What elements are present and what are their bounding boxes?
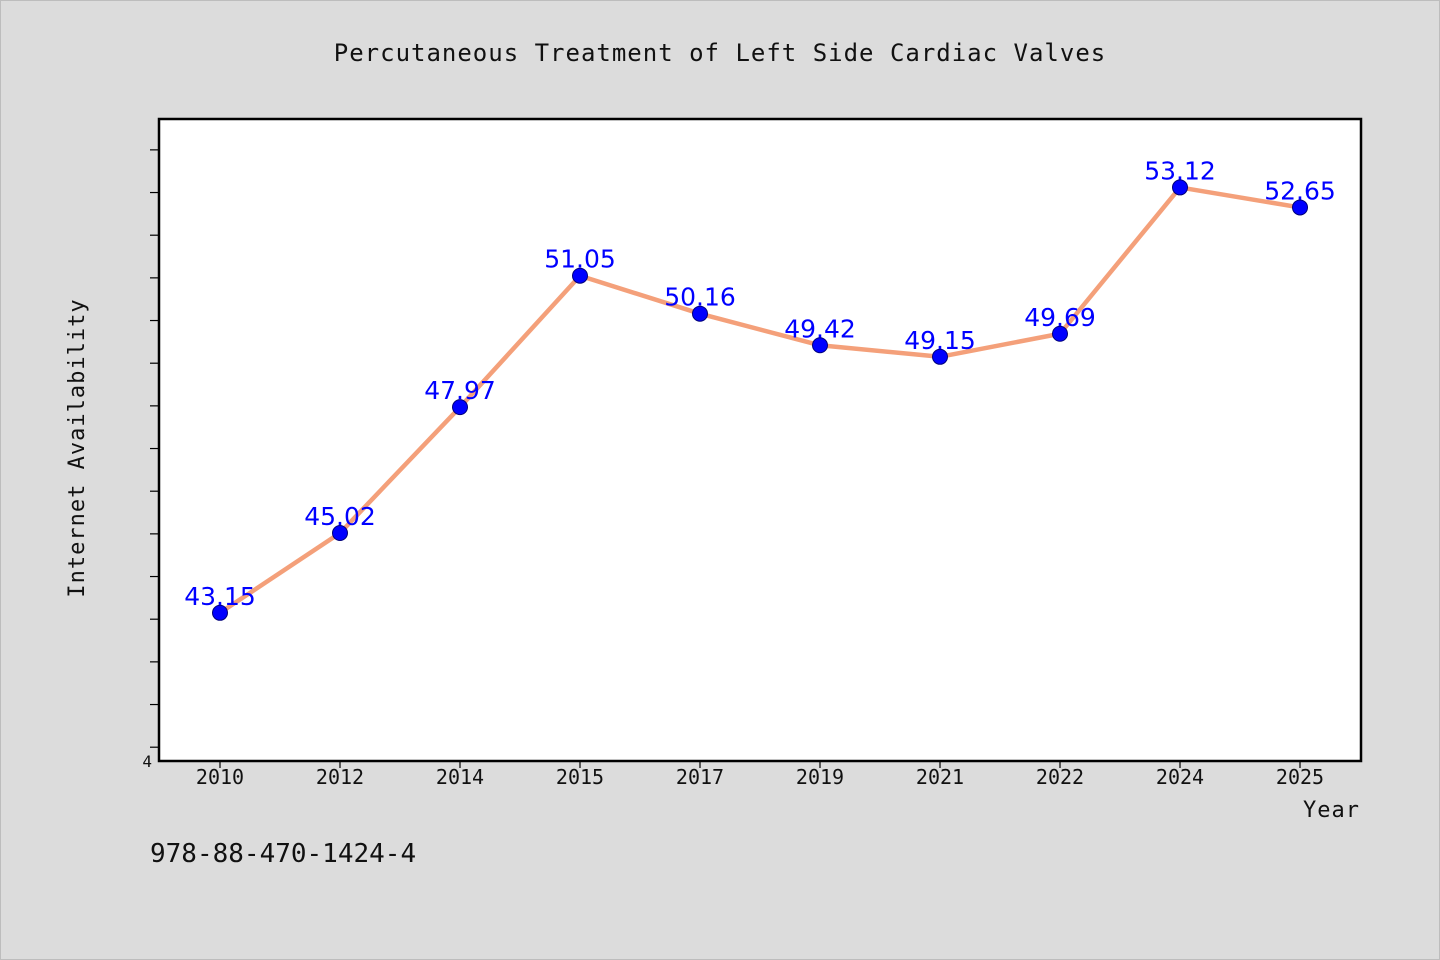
x-tick-label: 2012 [316, 765, 364, 789]
data-point [1172, 179, 1188, 196]
data-point [1052, 325, 1068, 342]
x-tick-label: 2022 [1036, 765, 1084, 789]
data-point [932, 348, 948, 365]
chart-title: Percutaneous Treatment of Left Side Card… [334, 39, 1106, 67]
y-axis-ticks: 4 [142, 149, 160, 771]
data-point [572, 267, 588, 284]
data-label: 45.02 [304, 502, 376, 531]
data-label: 49.69 [1024, 303, 1096, 332]
data-point [452, 399, 468, 416]
x-tick-label: 2014 [436, 765, 484, 789]
data-point [812, 337, 828, 354]
x-tick-label: 2015 [556, 765, 604, 789]
data-point [1292, 199, 1308, 216]
data-label: 49.15 [904, 326, 976, 355]
data-label: 43.15 [184, 582, 256, 611]
data-labels: 43.15 45.02 47.97 51.05 50.16 49.42 49.15 49.69… [184, 156, 1336, 610]
data-label: 50.16 [664, 283, 736, 312]
data-label: 49.42 [784, 314, 856, 343]
data-label: 51.05 [544, 245, 616, 274]
data-label: 47.97 [424, 376, 496, 405]
x-tick-label: 2017 [676, 765, 724, 789]
y-axis-label: Internet Availability [65, 298, 90, 597]
x-tick-label: 2021 [916, 765, 964, 789]
y-tick-label: 4 [142, 752, 152, 771]
plot-area [157, 117, 1363, 763]
data-label: 52.65 [1264, 176, 1336, 205]
footer-isbn: 978-88-470-1424-4 [150, 839, 416, 869]
x-axis-ticks: 2010 2012 2014 2015 2017 2019 2021 2022 2024 2025 [196, 760, 1324, 789]
data-point [332, 525, 348, 542]
x-tick-label: 2024 [1156, 765, 1204, 789]
data-label: 53.12 [1144, 156, 1216, 185]
data-point [692, 305, 708, 322]
x-tick-label: 2025 [1276, 765, 1324, 789]
series-line [218, 185, 1301, 615]
x-axis-label: Year [1303, 798, 1360, 823]
data-point [212, 604, 228, 621]
series-markers [212, 179, 1308, 621]
x-tick-label: 2010 [196, 765, 244, 789]
x-tick-label: 2019 [796, 765, 844, 789]
